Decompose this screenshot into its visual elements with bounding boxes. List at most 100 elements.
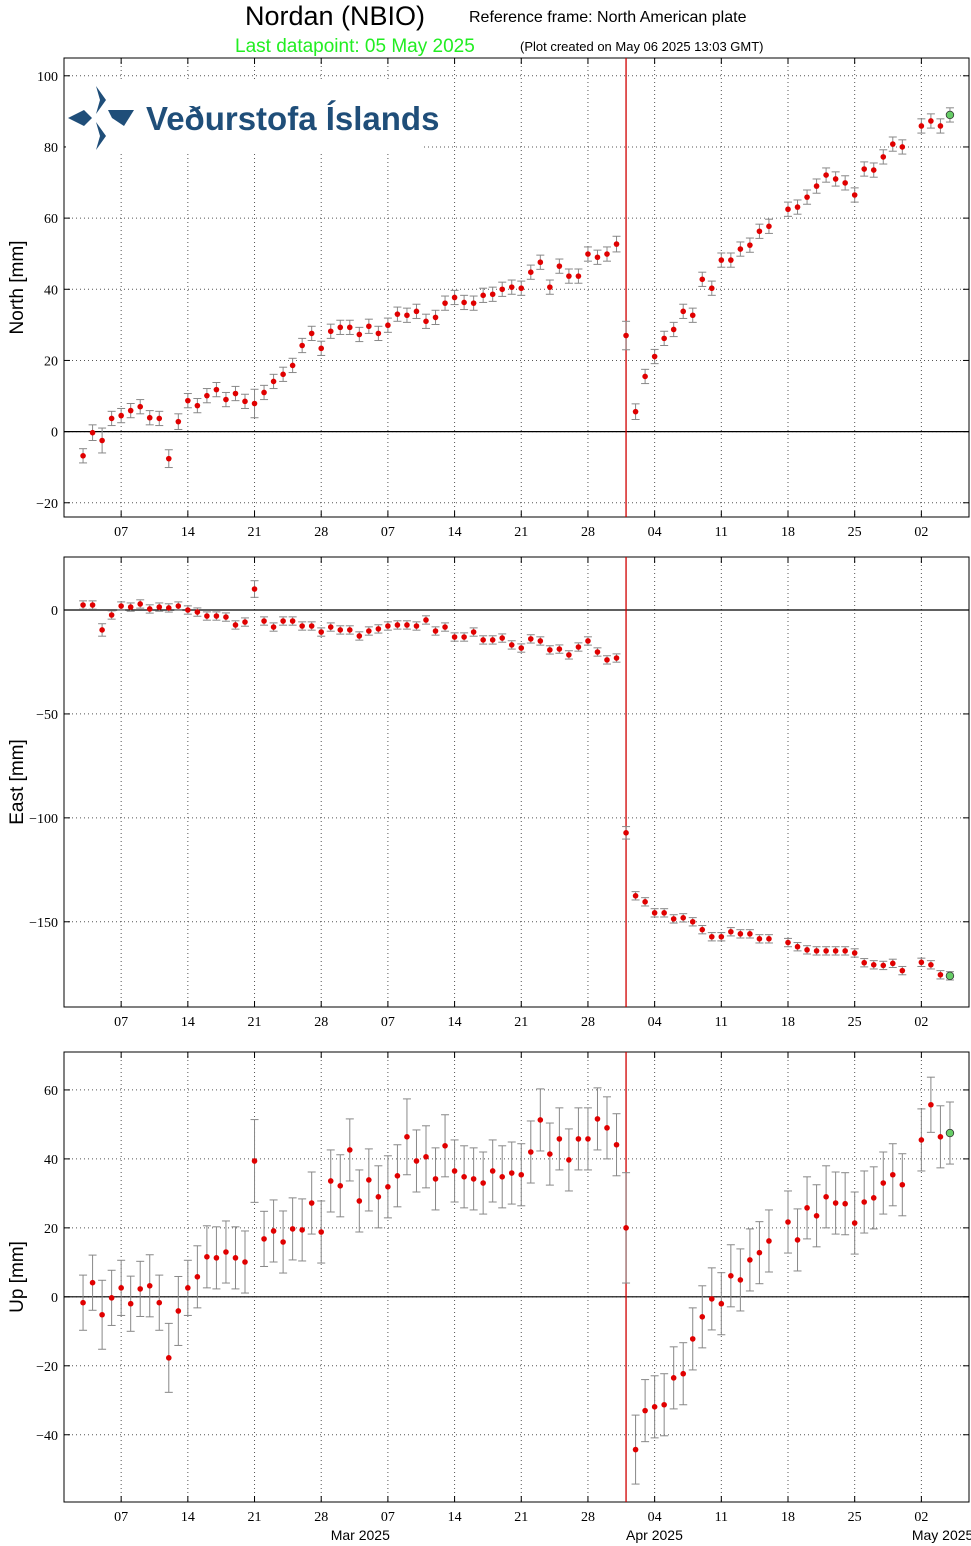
data-point: [99, 627, 105, 633]
x-tick-label: 14: [181, 525, 195, 540]
data-point: [928, 118, 934, 124]
data-point: [556, 646, 563, 652]
data-point: [432, 628, 439, 634]
data-point: [156, 1299, 163, 1306]
x-tick-label: 11: [715, 1510, 728, 1525]
x-tick-label: 07: [114, 1510, 128, 1525]
data-point: [880, 154, 887, 160]
data-point: [642, 1407, 648, 1414]
data-point: [842, 180, 848, 186]
data-point: [832, 1200, 839, 1206]
x-tick-label: 18: [781, 1015, 795, 1030]
data-point: [823, 948, 829, 954]
data-point: [232, 622, 239, 628]
data-point: [413, 1158, 420, 1164]
data-point: [442, 300, 448, 306]
data-point: [945, 971, 955, 981]
data-point: [280, 1239, 286, 1245]
data-point: [242, 619, 248, 625]
data-point: [689, 312, 696, 319]
data-point: [661, 1401, 667, 1408]
data-point: [518, 285, 525, 292]
data-point: [604, 1125, 610, 1131]
data-point: [423, 318, 429, 325]
data-point: [889, 1171, 896, 1178]
data-point: [375, 330, 382, 337]
data-point: [80, 453, 86, 459]
x-tick-label: 18: [781, 1510, 795, 1525]
data-point: [737, 246, 744, 252]
data-point: [613, 1141, 620, 1148]
data-point: [194, 1274, 201, 1280]
data-point: [527, 1149, 534, 1155]
data-point: [451, 1168, 458, 1174]
logo: Veðurstofa Íslands: [66, 82, 439, 152]
data-point: [937, 971, 944, 978]
x-tick-label: 28: [581, 1015, 595, 1030]
data-point: [537, 259, 544, 266]
data-point: [108, 1295, 115, 1301]
title: Nordan (NBIO): [245, 1, 425, 31]
data-point: [137, 403, 144, 410]
data-point: [413, 623, 420, 629]
data-point: [270, 624, 277, 630]
data-point: [585, 638, 591, 644]
data-point: [299, 1227, 305, 1233]
data-point: [728, 1272, 734, 1279]
data-point: [880, 962, 887, 969]
data-point: [547, 284, 553, 290]
data-point: [737, 1277, 744, 1283]
data-point: [708, 933, 715, 940]
data-point: [327, 1178, 334, 1184]
data-point: [385, 322, 391, 329]
data-point: [251, 1158, 258, 1164]
data-point: [137, 601, 144, 607]
x-tick-label: 25: [848, 525, 862, 540]
data-point: [813, 948, 820, 954]
data-point: [594, 254, 601, 261]
data-point: [708, 1296, 715, 1302]
data-point: [99, 1311, 105, 1318]
data-point: [794, 204, 801, 210]
y-tick-label: 20: [44, 354, 58, 369]
data-point: [289, 362, 296, 369]
x-tick-label: 11: [715, 525, 728, 540]
data-point: [518, 1171, 525, 1178]
data-point: [423, 617, 429, 623]
data-point: [632, 892, 639, 899]
data-point: [785, 1219, 791, 1225]
data-point: [261, 389, 267, 396]
y-tick-label: 40: [44, 1153, 58, 1168]
data-point: [366, 323, 372, 330]
data-point: [870, 1195, 877, 1201]
x-tick-label: 28: [581, 1510, 595, 1525]
y-tick-label: 40: [44, 283, 58, 298]
data-point: [194, 609, 201, 615]
data-point: [899, 144, 906, 150]
data-point: [489, 637, 496, 643]
y-tick-label: 0: [51, 426, 58, 441]
data-point: [394, 1172, 401, 1179]
data-point: [318, 629, 325, 635]
data-point: [99, 437, 105, 444]
data-point: [756, 1249, 763, 1256]
data-point: [137, 1286, 144, 1292]
data-point: [213, 613, 220, 619]
data-point: [566, 273, 572, 279]
data-point: [165, 1355, 172, 1361]
y-tick-label: −20: [36, 497, 58, 512]
data-point: [127, 1300, 134, 1307]
data-point: [346, 324, 353, 331]
x-tick-label: 28: [314, 1510, 328, 1525]
data-point: [728, 928, 734, 935]
data-point: [499, 635, 506, 641]
data-point: [918, 959, 925, 966]
data-point: [699, 926, 706, 933]
data-point: [670, 326, 677, 333]
data-point: [670, 916, 677, 922]
data-point: [80, 602, 86, 608]
data-point: [261, 618, 267, 624]
data-point: [404, 1134, 410, 1140]
data-point: [861, 959, 868, 966]
x-tick-label: 14: [181, 1510, 195, 1525]
